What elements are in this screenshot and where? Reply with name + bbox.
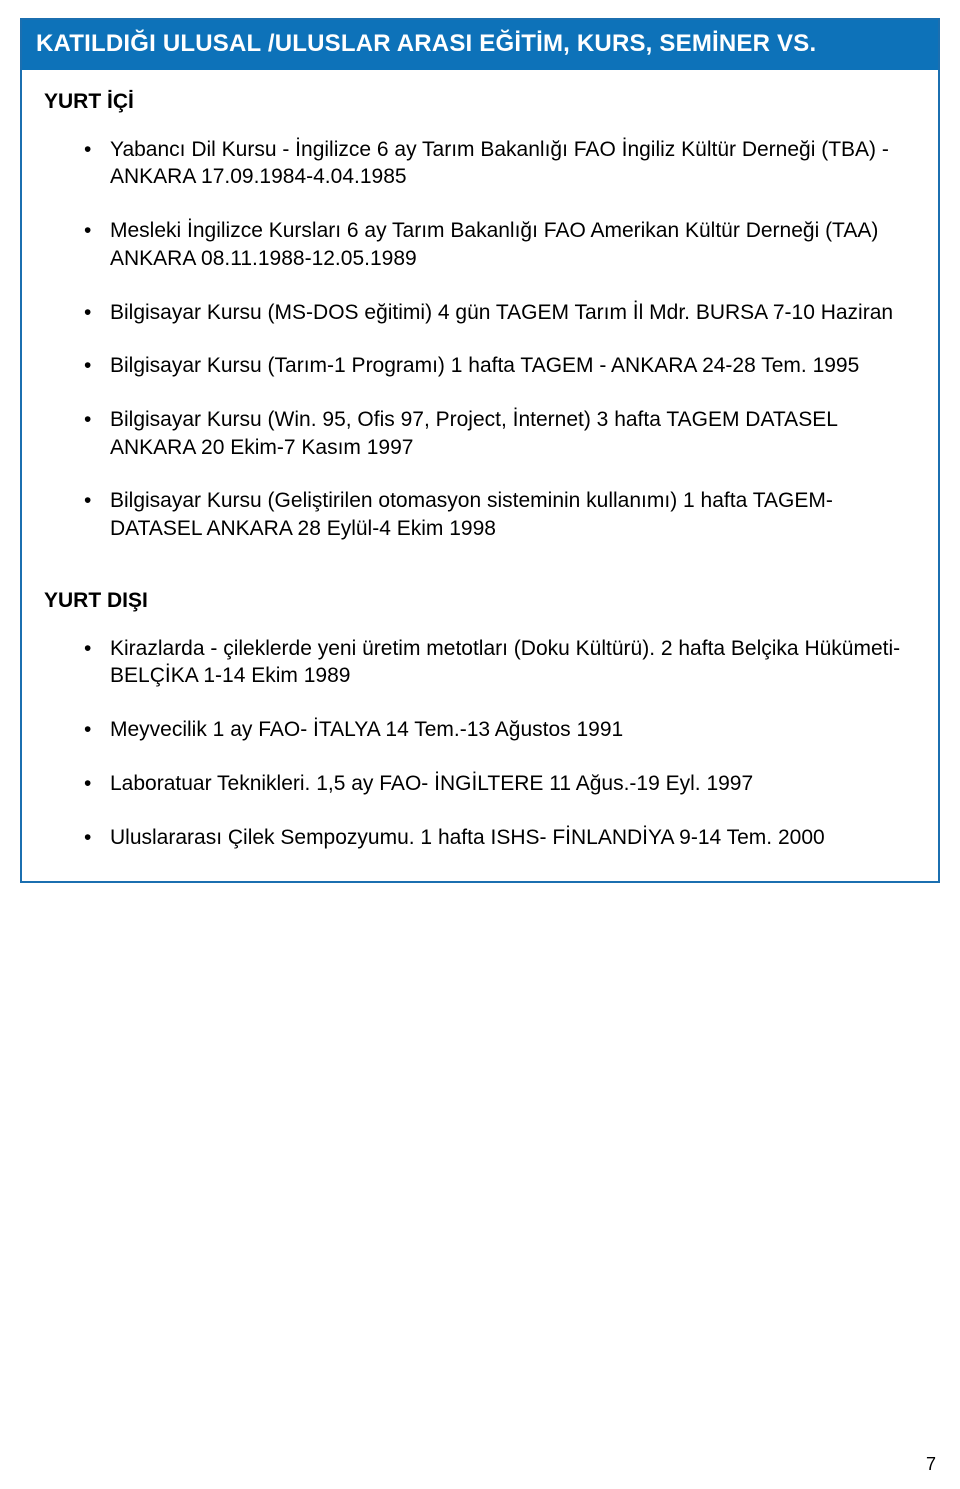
list-item: Uluslararası Çilek Sempozyumu. 1 hafta I… xyxy=(84,824,916,852)
list-item: Bilgisayar Kursu (Win. 95, Ofis 97, Proj… xyxy=(84,406,916,461)
list-item: Bilgisayar Kursu (Tarım-1 Programı) 1 ha… xyxy=(84,352,916,380)
list-item: Bilgisayar Kursu (MS-DOS eğitimi) 4 gün … xyxy=(84,299,916,327)
list-item: Mesleki İngilizce Kursları 6 ay Tarım Ba… xyxy=(84,217,916,272)
list-item: Bilgisayar Kursu (Geliştirilen otomasyon… xyxy=(84,487,916,542)
page-number: 7 xyxy=(926,1454,936,1475)
page: KATILDIĞI ULUSAL /ULUSLAR ARASI EĞİTİM, … xyxy=(0,0,960,1489)
content-area: YURT İÇİ Yabancı Dil Kursu - İngilizce 6… xyxy=(22,70,938,881)
subsection-title-abroad: YURT DIŞI xyxy=(44,587,916,615)
list-item: Kirazlarda - çileklerde yeni üretim meto… xyxy=(84,635,916,690)
abroad-list: Kirazlarda - çileklerde yeni üretim meto… xyxy=(44,635,916,852)
content-box: KATILDIĞI ULUSAL /ULUSLAR ARASI EĞİTİM, … xyxy=(20,18,940,883)
list-item: Laboratuar Teknikleri. 1,5 ay FAO- İNGİL… xyxy=(84,770,916,798)
domestic-list: Yabancı Dil Kursu - İngilizce 6 ay Tarım… xyxy=(44,136,916,543)
list-item: Meyvecilik 1 ay FAO- İTALYA 14 Tem.-13 A… xyxy=(84,716,916,744)
section-header: KATILDIĞI ULUSAL /ULUSLAR ARASI EĞİTİM, … xyxy=(22,20,938,70)
subsection-title-domestic: YURT İÇİ xyxy=(44,88,916,116)
list-item: Yabancı Dil Kursu - İngilizce 6 ay Tarım… xyxy=(84,136,916,191)
